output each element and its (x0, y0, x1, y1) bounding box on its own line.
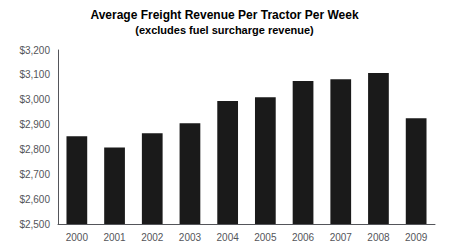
svg-text:2009: 2009 (405, 232, 428, 243)
svg-text:$2,700: $2,700 (19, 169, 50, 180)
svg-text:2000: 2000 (66, 232, 89, 243)
svg-text:$3,100: $3,100 (19, 69, 50, 80)
svg-text:2006: 2006 (292, 232, 315, 243)
svg-text:$2,900: $2,900 (19, 119, 50, 130)
svg-text:Average Freight Revenue Per Tr: Average Freight Revenue Per Tractor Per … (90, 8, 358, 22)
svg-text:2008: 2008 (367, 232, 390, 243)
svg-text:$3,000: $3,000 (19, 94, 50, 105)
svg-text:2003: 2003 (179, 232, 202, 243)
svg-text:2002: 2002 (141, 232, 164, 243)
svg-text:2005: 2005 (254, 232, 277, 243)
svg-text:$2,800: $2,800 (19, 144, 50, 155)
svg-text:2007: 2007 (330, 232, 353, 243)
svg-text:(excludes fuel surcharge reven: (excludes fuel surcharge revenue) (135, 24, 314, 36)
svg-text:2004: 2004 (217, 232, 240, 243)
svg-text:$3,200: $3,200 (19, 45, 50, 56)
svg-text:$2,600: $2,600 (19, 194, 50, 205)
svg-text:$2,500: $2,500 (19, 219, 50, 230)
svg-text:2001: 2001 (103, 232, 126, 243)
